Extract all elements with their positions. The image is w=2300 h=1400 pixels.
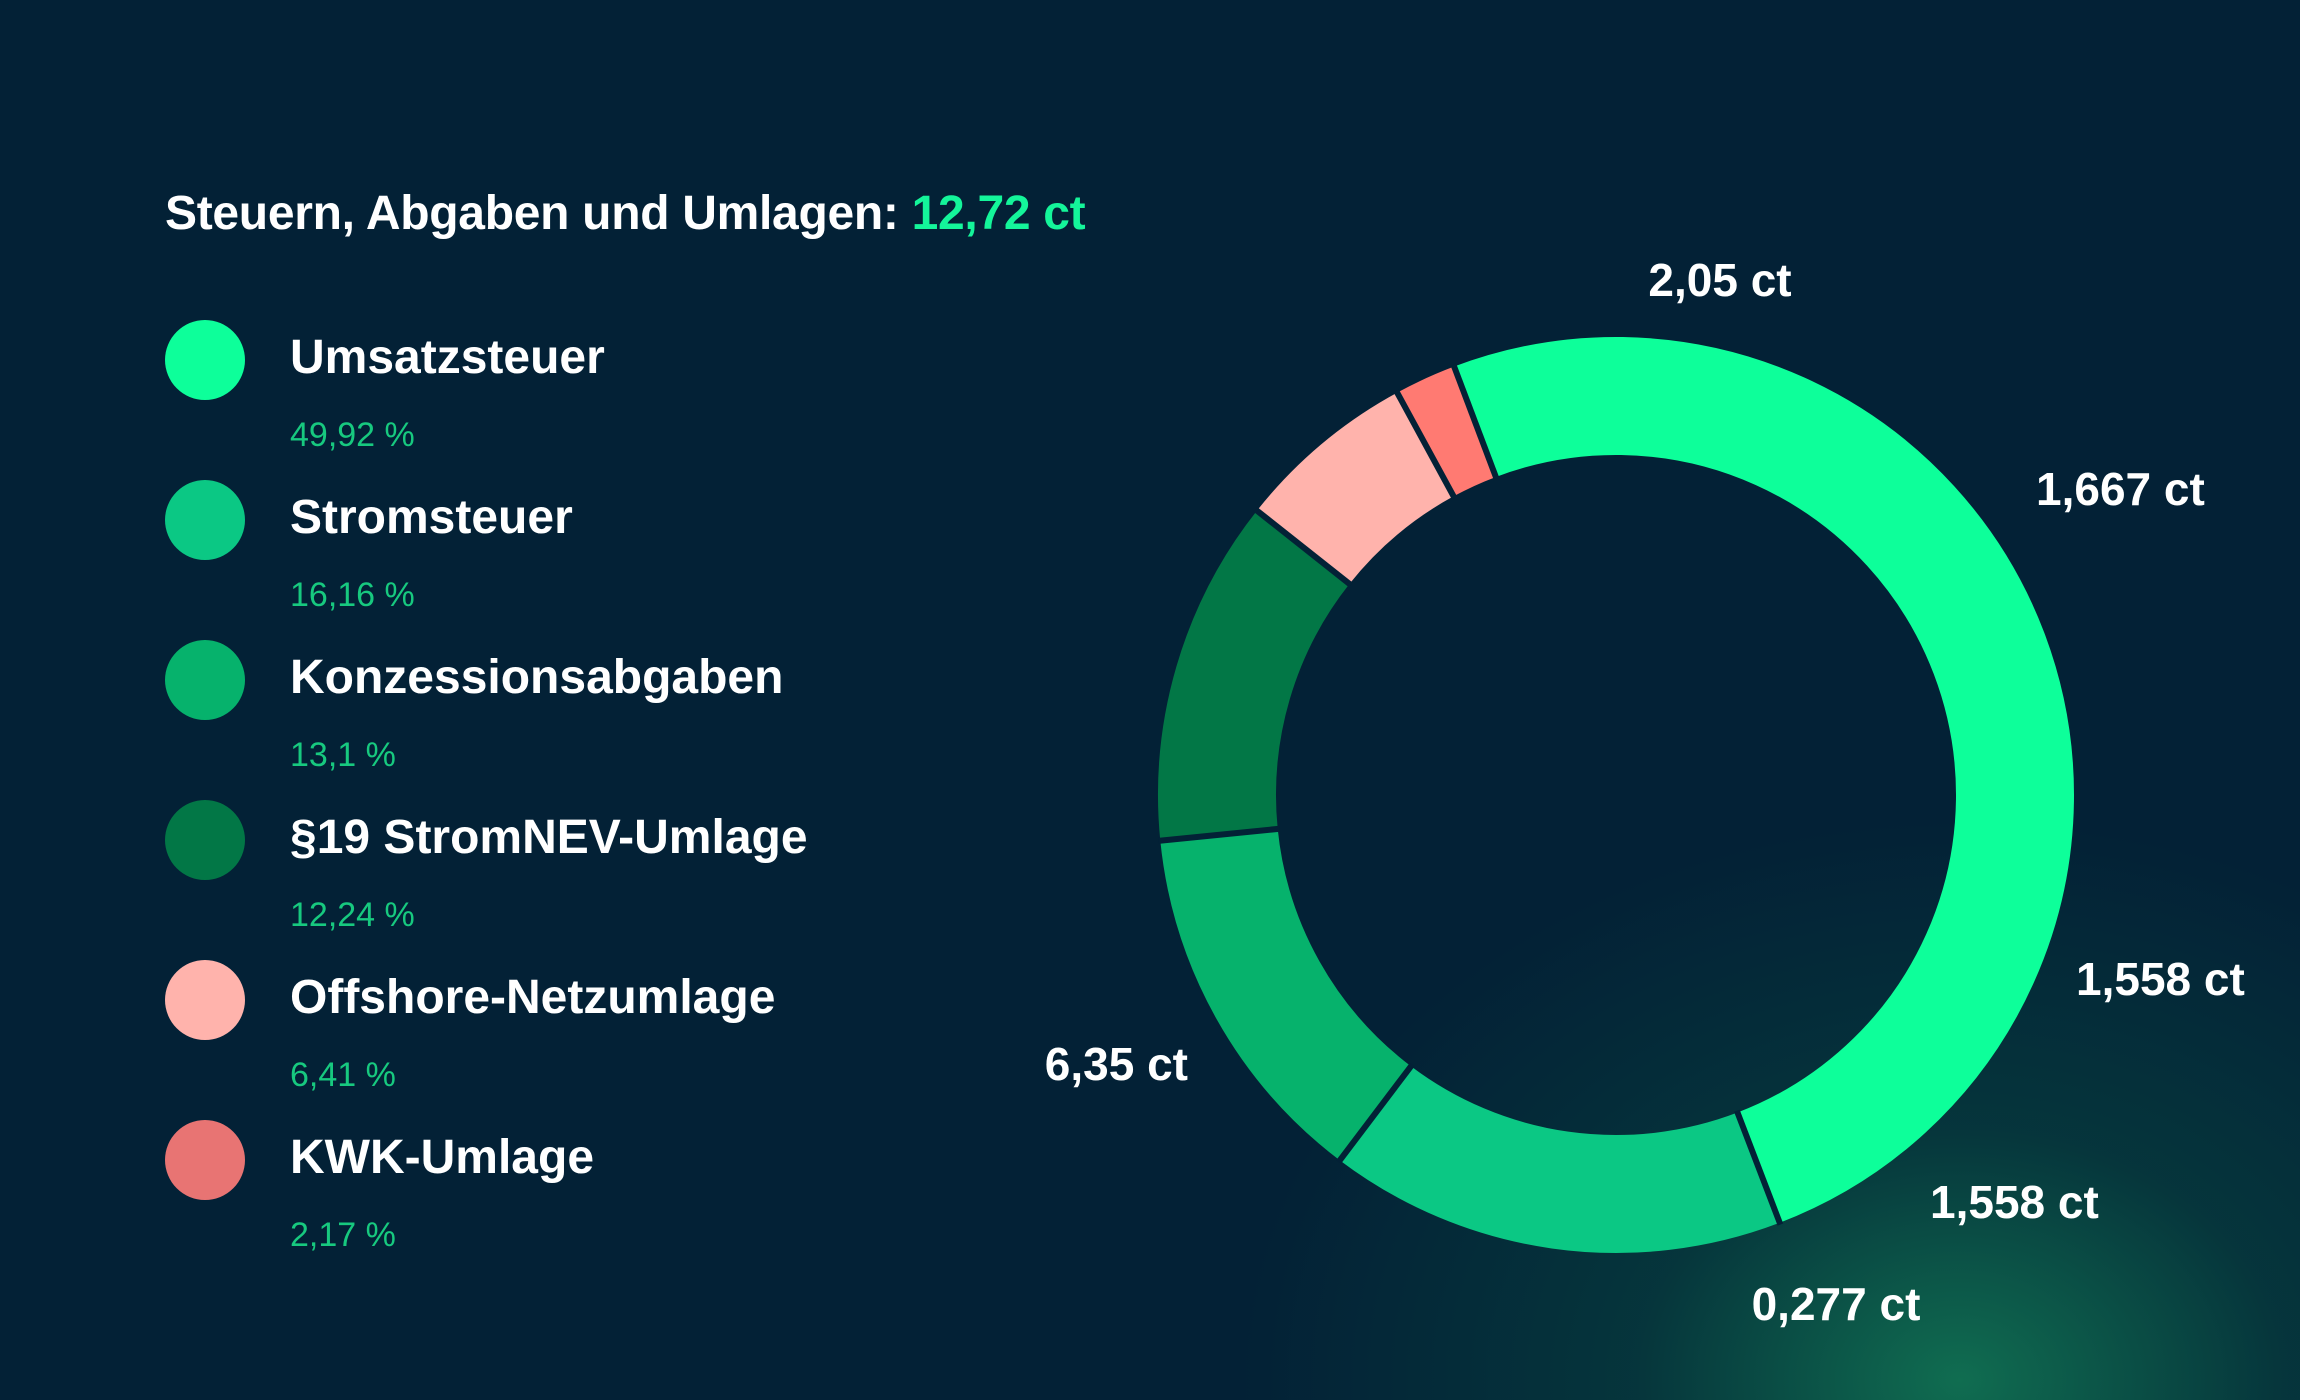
legend-percent: 12,24 % (290, 896, 415, 934)
donut-slice-offshore-netzumlage (1256, 392, 1455, 585)
legend-percent: 6,41 % (290, 1056, 396, 1094)
value-label: 6,35 ct (1045, 1038, 1188, 1090)
value-label: 2,05 ct (1648, 254, 1791, 306)
heading-total: 12,72 ct (911, 187, 1086, 240)
donut-slice-stromsteuer (1339, 1065, 1780, 1253)
slice-separator (1157, 825, 1280, 844)
slice-separator (1450, 363, 1500, 480)
value-label: 0,277 ct (1752, 1278, 1921, 1330)
slice-separator (1734, 1109, 1784, 1226)
legend-item-stromsteuer: Stromsteuer 16,16 % (165, 480, 1065, 620)
value-label: 1,558 ct (2076, 953, 2245, 1005)
value-label: 1,667 ct (2036, 463, 2205, 515)
legend-item-offshore-netzumlage: Offshore-Netzumlage 6,41 % (165, 960, 1065, 1100)
legend-dot (165, 480, 245, 560)
slice-separator (1253, 507, 1353, 588)
legend-dot (165, 800, 245, 880)
legend-item-konzessionsabgaben: Konzessionsabgaben 13,1 % (165, 640, 1065, 780)
donut-slices (1157, 336, 2075, 1253)
donut-slice-kwk-umlage (1397, 366, 1497, 497)
legend-percent: 13,1 % (290, 736, 396, 774)
legend-dot (165, 960, 245, 1040)
legend-item-stromnev-umlage: §19 StromNEV-Umlage 12,24 % (165, 800, 1065, 940)
donut-slice-konzessionsabgaben (1160, 828, 1412, 1161)
legend-item-umsatzsteuer: Umsatzsteuer 49,92 % (165, 320, 1065, 460)
value-label: 1,558 ct (1930, 1176, 2099, 1228)
legend-dot (165, 320, 245, 400)
donut-slice-umsatzsteuer (1454, 336, 2075, 1223)
legend-label: Konzessionsabgaben (290, 651, 784, 704)
legend-percent: 2,17 % (290, 1216, 396, 1254)
legend-label: Umsatzsteuer (290, 331, 605, 384)
slice-separator (1336, 1062, 1415, 1164)
legend-percent: 49,92 % (290, 416, 415, 454)
legend-label: Stromsteuer (290, 491, 573, 544)
legend-label: §19 StromNEV-Umlage (290, 811, 808, 864)
legend-label: Offshore-Netzumlage (290, 971, 776, 1024)
slice-separator (1393, 389, 1458, 500)
legend-dot (165, 1120, 245, 1200)
legend-label: KWK-Umlage (290, 1131, 595, 1184)
donut-slice-19-stromnev-umlage (1158, 510, 1351, 841)
legend-percent: 16,16 % (290, 576, 415, 614)
donut-value-labels: 6,35 ct2,05 ct1,667 ct1,558 ct1,558 ct0,… (1045, 254, 2245, 1330)
chart-heading: Steuern, Abgaben und Umlagen: 12,72 ct (165, 186, 1086, 241)
legend-dot (165, 640, 245, 720)
heading-prefix: Steuern, Abgaben und Umlagen: (165, 187, 899, 240)
legend-item-kwk-umlage: KWK-Umlage 2,17 % (165, 1120, 1065, 1260)
